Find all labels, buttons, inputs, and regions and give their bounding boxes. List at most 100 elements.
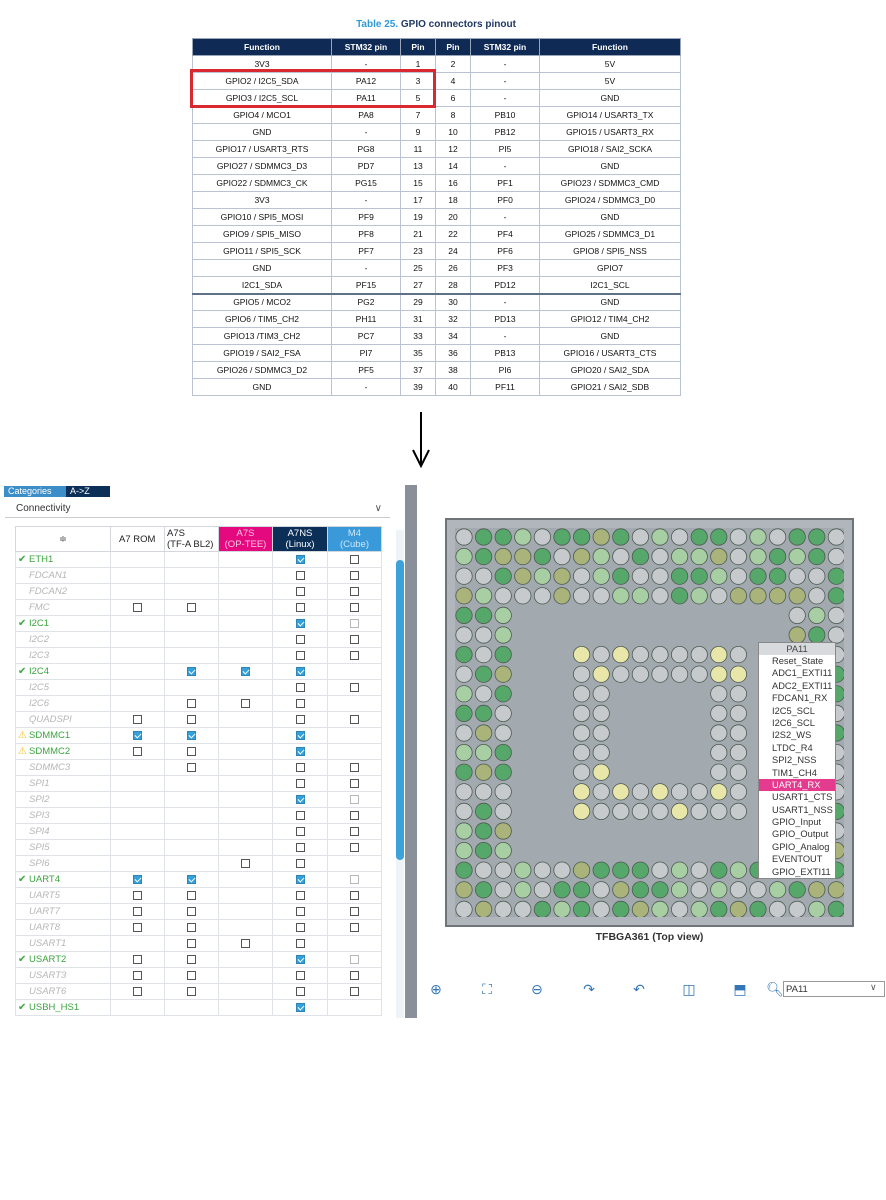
chip-pin[interactable]	[651, 802, 669, 820]
checkbox[interactable]	[295, 634, 305, 644]
chip-pin[interactable]	[455, 548, 473, 566]
checkbox[interactable]	[295, 698, 305, 708]
chip-pin[interactable]	[671, 665, 689, 683]
chip-pin[interactable]	[690, 528, 708, 546]
checkbox[interactable]	[187, 698, 196, 708]
pin-function-item[interactable]: GPIO_Input	[772, 817, 822, 828]
pin-function-item[interactable]: GPIO_Analog	[772, 841, 830, 852]
chip-pin[interactable]	[710, 587, 728, 605]
chip-pin[interactable]	[494, 861, 512, 879]
chip-pin[interactable]	[729, 665, 747, 683]
peripheral-row[interactable]: SPI1	[15, 775, 382, 792]
checkbox[interactable]	[295, 682, 305, 692]
chip-pin[interactable]	[690, 861, 708, 879]
category-dropdown[interactable]: Connectivity ∨	[5, 500, 390, 518]
chip-pin[interactable]	[494, 724, 512, 742]
chip-pin[interactable]	[788, 881, 806, 899]
chip-pin[interactable]	[573, 881, 591, 899]
chip-pin[interactable]	[808, 528, 826, 546]
chip-pin[interactable]	[592, 861, 610, 879]
chip-pin[interactable]	[651, 861, 669, 879]
chip-pin[interactable]	[710, 665, 728, 683]
checkbox[interactable]	[350, 554, 359, 564]
peripheral-name-cell[interactable]: ✔ UART4	[15, 871, 111, 888]
pin-function-item[interactable]: ADC1_EXTI11	[772, 668, 833, 679]
checkbox[interactable]	[187, 714, 196, 724]
chip-pin[interactable]	[710, 861, 728, 879]
checkbox-checked[interactable]	[295, 746, 305, 756]
peripheral-row[interactable]: UART5	[15, 887, 382, 904]
peripheral-row[interactable]: UART7	[15, 903, 382, 920]
chip-pin[interactable]	[494, 646, 512, 664]
checkbox[interactable]	[295, 762, 305, 772]
chip-pin[interactable]	[494, 744, 512, 762]
chip-pin[interactable]	[710, 548, 728, 566]
peripheral-row[interactable]: UART8	[15, 919, 382, 936]
chip-pin[interactable]	[494, 802, 512, 820]
chip-pin[interactable]	[533, 548, 552, 566]
rotate-right-icon[interactable]: ↷	[583, 981, 595, 997]
checkbox[interactable]	[295, 570, 305, 580]
chip-pin[interactable]	[475, 802, 493, 820]
checkbox[interactable]	[187, 970, 196, 980]
peripheral-name-cell[interactable]: SPI2	[15, 791, 111, 808]
checkbox-checked[interactable]	[133, 874, 142, 884]
checkbox[interactable]	[295, 826, 305, 836]
pin-function-item[interactable]: GPIO_EXTI11	[772, 866, 831, 877]
checkbox[interactable]	[295, 586, 305, 596]
chip-pin[interactable]	[494, 528, 512, 546]
chip-pin[interactable]	[690, 802, 708, 820]
peripheral-name-cell[interactable]: FDCAN1	[15, 567, 111, 584]
checkbox[interactable]	[295, 970, 305, 980]
chip-pin[interactable]	[631, 646, 649, 664]
chip-pin[interactable]	[592, 665, 610, 683]
peripheral-row[interactable]: I2C2	[15, 631, 382, 648]
chip-pin[interactable]	[533, 900, 551, 917]
pin-function-item[interactable]: SPI2_NSS	[772, 755, 817, 766]
chip-pin[interactable]	[592, 744, 610, 762]
chip-pin[interactable]	[553, 548, 571, 566]
chip-pin[interactable]	[651, 587, 669, 605]
chip-pin[interactable]	[475, 822, 493, 840]
chip-pin[interactable]	[612, 900, 630, 917]
chip-pin[interactable]	[592, 528, 610, 546]
chip-pin[interactable]	[475, 606, 493, 625]
checkbox-checked[interactable]	[295, 794, 305, 804]
checkbox[interactable]	[295, 602, 305, 612]
chip-pin[interactable]	[573, 900, 591, 917]
chip-pin[interactable]	[631, 900, 649, 917]
chip-pin[interactable]	[671, 783, 689, 801]
peripheral-name-cell[interactable]: ✔ I2C1	[15, 615, 111, 632]
chip-pin[interactable]	[514, 548, 532, 566]
peripheral-name-cell[interactable]: SPI1	[15, 775, 111, 792]
chip-pin[interactable]	[533, 567, 552, 585]
chip-pin[interactable]	[651, 900, 669, 917]
chip-pin[interactable]	[533, 587, 552, 605]
pin-function-item[interactable]: FDCAN1_RX	[772, 693, 828, 704]
chip-pin[interactable]	[455, 646, 473, 664]
chip-pin[interactable]	[494, 548, 512, 566]
chip-pin[interactable]	[592, 587, 610, 605]
chip-pin[interactable]	[455, 841, 473, 860]
chip-pin[interactable]	[573, 646, 591, 664]
chip-pin[interactable]	[573, 783, 591, 801]
chip-pin[interactable]	[455, 528, 473, 546]
checkbox[interactable]	[133, 746, 142, 756]
chip-pin[interactable]	[494, 783, 512, 801]
chip-pin[interactable]	[651, 881, 669, 899]
chip-pin[interactable]	[612, 861, 630, 879]
checkbox[interactable]	[350, 842, 359, 852]
chip-pin[interactable]	[671, 881, 689, 899]
chip-pin[interactable]	[455, 822, 473, 840]
chip-pin[interactable]	[475, 724, 493, 742]
chip-pin[interactable]	[475, 783, 493, 801]
checkbox[interactable]	[187, 986, 196, 996]
chip-pin[interactable]	[475, 704, 493, 722]
chip-pin[interactable]	[808, 606, 826, 625]
panel-splitter[interactable]	[405, 485, 417, 1018]
chip-pin[interactable]	[455, 567, 473, 585]
peripheral-row[interactable]: FDCAN1	[15, 567, 382, 584]
pin-search-input[interactable]	[783, 981, 885, 997]
checkbox-checked[interactable]	[295, 666, 305, 676]
chip-pin[interactable]	[612, 665, 630, 683]
